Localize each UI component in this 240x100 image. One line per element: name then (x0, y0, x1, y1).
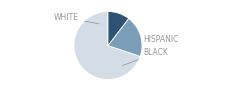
Text: WHITE: WHITE (54, 13, 99, 24)
Wedge shape (108, 18, 142, 56)
Wedge shape (108, 12, 129, 46)
Text: HISPANIC: HISPANIC (134, 35, 179, 44)
Text: BLACK: BLACK (122, 48, 168, 66)
Wedge shape (74, 12, 140, 80)
